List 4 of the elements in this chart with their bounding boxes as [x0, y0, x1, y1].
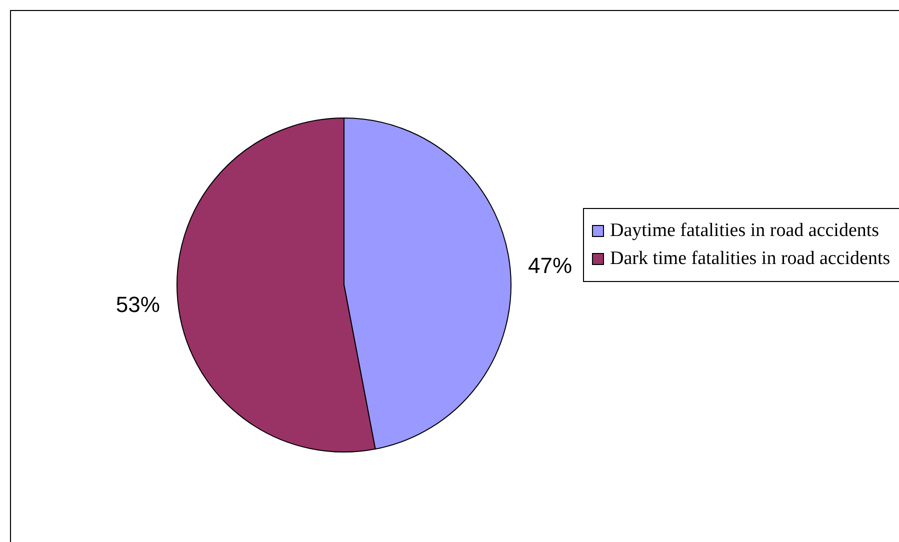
legend-label: Daytime fatalities in road accidents: [610, 219, 880, 243]
data-label: 47%: [528, 253, 572, 278]
data-label: 53%: [116, 292, 160, 317]
legend-label: Dark time fatalities in road accidents: [610, 247, 890, 271]
